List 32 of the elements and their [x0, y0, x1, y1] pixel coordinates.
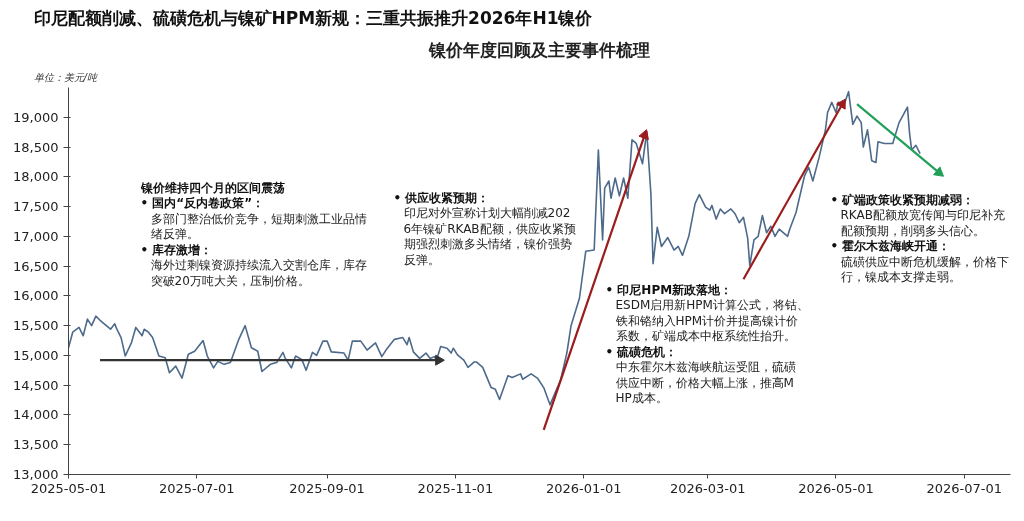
x-tick-label: 2025-07-01: [158, 480, 235, 496]
y-tick-label: 14,000: [13, 407, 59, 423]
y-tick-label: 13,500: [13, 437, 59, 453]
x-tick-label: 2026-03-01: [669, 480, 746, 496]
annotation: • 霍尔木兹海峡开通：硫磺供应中断危机缓解，价格下行，镍成本支撑走弱。: [830, 239, 1009, 284]
y-tick-label: 13,000: [13, 467, 59, 482]
y-tick-label: 16,000: [13, 288, 59, 304]
x-tick-label: 2025-05-01: [30, 480, 107, 496]
y-tick-label: 19,000: [13, 109, 59, 125]
y-tick-label: 15,000: [13, 347, 59, 363]
annotation: • 印尼HPM新政落地：ESDM启用新HPM计算公式，将钴、铁和铬纳入HPM计价并提高镍计价系数，矿端成本中枢系统性抬升。: [605, 282, 809, 343]
annotation: • 硫磺危机：中东霍尔木兹海峡航运受阻，硫磺供应中断，价格大幅上涨，推高MHP成本。: [605, 344, 796, 405]
y-axis-title: 单位：美元/吨: [33, 71, 99, 83]
y-tick-label: 18,000: [13, 169, 59, 185]
x-tick-label: 2025-11-01: [417, 480, 494, 496]
chart-title: 印尼配额削减、硫磺危机与镍矿HPM新规：三重共振推升2026年H1镍价: [33, 7, 594, 28]
x-tick-label: 2026-05-01: [798, 480, 874, 496]
annotation: • 供应收紧预期：印尼对外宣称计划大幅削减2026年镍矿RKAB配额，供应收紧预期强烈刺激多头情绪，镍价强势反弹。: [393, 190, 576, 267]
y-tick-label: 16,500: [13, 258, 59, 274]
y-tick-label: 18,500: [13, 139, 59, 155]
y-tick-label: 15,500: [13, 318, 59, 334]
x-tick-label: 2026-07-01: [926, 480, 1003, 496]
x-tick-label: 2026-01-01: [545, 480, 622, 496]
chart-subtitle: 镍价年度回顾及主要事件梳理: [428, 39, 650, 60]
y-tick-label: 14,500: [13, 377, 59, 393]
annotation: 镍价维持四个月的区间震荡: [139, 180, 285, 195]
annotation: • 矿端政策收紧预期减弱：RKAB配额放宽传闻与印尼补充配额预期，削弱多头信心。: [830, 192, 1005, 238]
y-tick-label: 17,500: [13, 199, 59, 215]
x-tick-label: 2025-09-01: [289, 480, 365, 496]
y-tick-label: 17,000: [13, 228, 59, 244]
annotation: • 国内“反内卷政策”：多部门整治低价竞争，短期刺激工业品情绪反弹。: [140, 196, 367, 241]
annotation: • 库存激增：海外过剩镍资源持续流入交割仓库，库存突破20万吨大关，压制价格。: [140, 242, 367, 288]
